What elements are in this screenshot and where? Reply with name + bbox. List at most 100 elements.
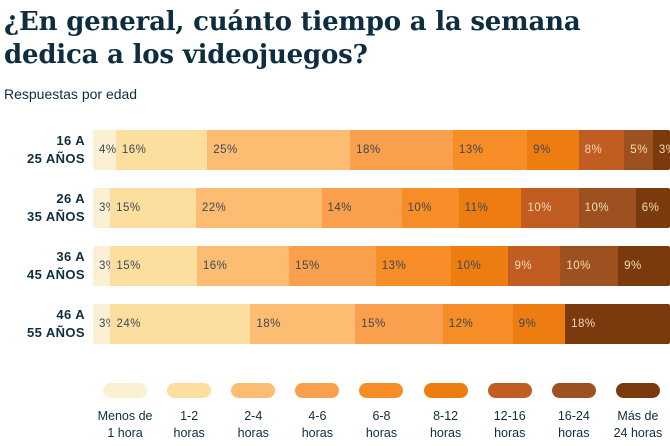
age-group-label: 26 A 35 AÑOS xyxy=(4,190,85,226)
bar-segment: 18% xyxy=(350,130,453,170)
segment-value-label: 15% xyxy=(116,202,141,214)
bar-segment: 22% xyxy=(195,188,322,228)
legend: Menos de 1 hora 1-2 horas 2-4 horas 4-6 horas 6-… xyxy=(93,383,670,442)
segment-value-label: 5% xyxy=(630,144,648,156)
bar-segment: 18% xyxy=(250,304,356,344)
bar-segment: 16% xyxy=(115,130,208,170)
bar-segment: 15% xyxy=(110,188,196,228)
segment-value-label: 4% xyxy=(99,144,117,156)
legend-swatch xyxy=(103,383,148,398)
legend-label-line: horas xyxy=(365,426,398,440)
legend-label-line: 4-6 xyxy=(308,409,327,423)
legend-item-label: 8-12 horas xyxy=(430,408,461,442)
age-group-label-line: 46 A xyxy=(56,307,85,322)
segment-value-label: 10% xyxy=(566,260,591,272)
age-group-label: 16 A 25 AÑOS xyxy=(4,132,85,168)
legend-item-label: 4-6 horas xyxy=(302,408,333,442)
segment-value-label: 9% xyxy=(624,260,642,272)
legend-swatch xyxy=(359,383,404,398)
legend-label-line: 8-12 xyxy=(433,409,459,423)
legend-item: 4-6 horas xyxy=(285,383,349,442)
legend-swatch xyxy=(295,383,340,398)
age-row: 36 A 45 AÑOS 3% 15% 16% 15% 13% 10% 9% 10% 9% xyxy=(4,246,670,286)
bar-segment: 10% xyxy=(578,188,636,228)
page-title-line-1: ¿En general, cuánto tiempo a la semana xyxy=(4,7,581,37)
legend-label-line: horas xyxy=(173,426,205,440)
legend-item-label: Más de 24 horas xyxy=(614,408,663,442)
segment-value-label: 10% xyxy=(584,202,610,214)
bar-segment: 3% xyxy=(93,304,116,344)
legend-label-line: horas xyxy=(494,426,526,440)
bar-segment: 3% xyxy=(93,188,116,228)
legend-label-line: horas xyxy=(237,426,269,440)
legend-item-label: 2-4 horas xyxy=(238,408,269,442)
legend-swatch xyxy=(167,383,212,398)
bar-segment: 9% xyxy=(512,304,566,344)
segment-value-label: 25% xyxy=(213,144,238,156)
chart-subtitle: Respuestas por edad xyxy=(4,86,138,102)
bar-segment: 25% xyxy=(207,130,351,170)
bar-segment: 3% xyxy=(652,130,670,170)
segment-value-label: 10% xyxy=(527,202,552,214)
legend-item-label: Menos de 1 hora xyxy=(98,408,153,442)
bar-segment: 13% xyxy=(375,246,451,286)
stacked-bar: 3% 15% 22% 14% 10% 11% 10% 10% 6% xyxy=(93,188,670,228)
segment-value-label: 9% xyxy=(518,318,537,330)
legend-item: 12-16 horas xyxy=(478,383,542,442)
segment-value-label: 12% xyxy=(448,318,474,330)
legend-item: Más de 24 horas xyxy=(606,383,670,442)
segment-value-label: 11% xyxy=(464,202,489,214)
segment-value-label: 9% xyxy=(514,260,533,272)
age-group-label-line: 25 AÑOS xyxy=(27,151,85,166)
age-row: 16 A 25 AÑOS 4% 16% 25% 18% 13% 9% 8% 5% 3% xyxy=(4,130,670,170)
age-group-label: 46 A 55 AÑOS xyxy=(4,306,85,342)
segment-value-label: 6% xyxy=(641,202,660,214)
legend-swatch xyxy=(423,383,468,398)
bar-segment: 4% xyxy=(93,130,116,170)
legend-swatch xyxy=(231,383,276,398)
bar-segment: 10% xyxy=(560,246,619,286)
legend-item: 1-2 horas xyxy=(157,383,221,442)
segment-value-label: 15% xyxy=(116,260,141,272)
legend-item-label: 12-16 horas xyxy=(494,408,526,442)
legend-swatch xyxy=(551,383,596,398)
bar-segment: 18% xyxy=(565,304,670,344)
bar-segment: 6% xyxy=(635,188,670,228)
segment-value-label: 22% xyxy=(201,202,227,214)
legend-label-line: 1 hora xyxy=(107,426,143,440)
bar-segment: 9% xyxy=(508,246,561,286)
stacked-bar: 3% 24% 18% 15% 12% 9% 18% xyxy=(93,304,670,344)
age-group-label: 36 A 45 AÑOS xyxy=(4,248,85,284)
segment-value-label: 18% xyxy=(356,144,381,156)
legend-label-line: 24 horas xyxy=(613,426,663,440)
legend-label-line: 2-4 xyxy=(244,409,263,423)
segment-value-label: 8% xyxy=(584,144,603,156)
legend-swatch xyxy=(615,383,660,398)
bar-segment: 15% xyxy=(110,246,197,286)
segment-value-label: 15% xyxy=(295,260,320,272)
page-title: ¿En general, cuánto tiempo a la semana d… xyxy=(4,6,644,72)
bar-segment: 8% xyxy=(578,130,625,170)
bar-segment: 9% xyxy=(527,130,579,170)
segment-value-label: 3% xyxy=(658,144,670,156)
bar-segment: 15% xyxy=(355,304,443,344)
legend-item: 6-8 horas xyxy=(349,383,413,442)
legend-label-line: 6-8 xyxy=(372,409,391,423)
age-group-label-line: 26 A xyxy=(56,191,85,206)
age-group-label-line: 55 AÑOS xyxy=(27,325,85,340)
segment-value-label: 13% xyxy=(458,144,484,156)
bar-segment: 3% xyxy=(93,246,116,286)
segment-value-label: 15% xyxy=(361,318,386,330)
bar-segment: 13% xyxy=(452,130,528,170)
bar-segment: 16% xyxy=(196,246,290,286)
legend-label-line: horas xyxy=(429,426,462,440)
bar-segment: 5% xyxy=(624,130,653,170)
stacked-bar: 3% 15% 16% 15% 13% 10% 9% 10% 9% xyxy=(93,246,670,286)
age-group-label-line: 16 A xyxy=(56,133,85,148)
legend-item: Menos de 1 hora xyxy=(93,383,157,442)
segment-value-label: 16% xyxy=(121,144,147,156)
segment-value-label: 18% xyxy=(571,318,596,330)
age-group-label-line: 36 A xyxy=(56,249,85,264)
age-group-label-line: 45 AÑOS xyxy=(27,267,85,282)
